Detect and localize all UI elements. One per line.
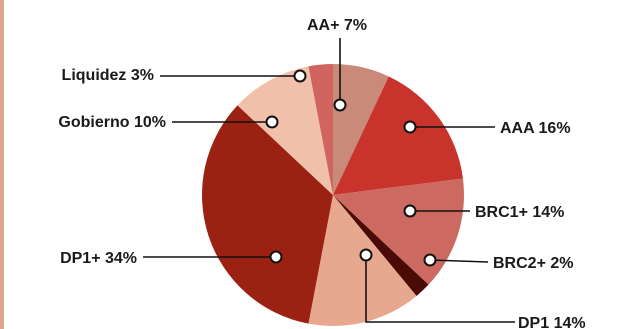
slice-label-gobierno: Gobierno 10% (58, 114, 166, 131)
leader-dot-aaa (403, 120, 417, 134)
leader-lines (143, 38, 515, 323)
leader-dot-brc1- (403, 204, 417, 218)
slice-label-brc1-: BRC1+ 14% (475, 204, 564, 221)
pie-slice-aaa (333, 76, 463, 195)
leader-dot-dp1- (269, 250, 283, 264)
pie-slice-aa- (333, 64, 389, 195)
slice-label-brc2-: BRC2+ 2% (493, 255, 573, 272)
pie-slice-dp1- (201, 105, 333, 324)
slice-labels: AA+ 7% AAA 16% BRC1+ 14% BRC2+ 2% DP1 14% DP1… (58, 17, 585, 329)
pie-slices (201, 64, 465, 327)
slice-label-liquidez: Liquidez 3% (62, 67, 154, 84)
leader-line-dp1 (365, 255, 515, 323)
leader-dot-brc2- (423, 253, 437, 267)
slice-label-dp1: DP1 14% (518, 315, 586, 329)
leader-dot-liquidez (293, 69, 307, 83)
leader-dot-dp1 (359, 248, 373, 262)
pie-slice-gobierno (237, 66, 333, 195)
pie-slice-liquidez (308, 64, 333, 195)
slice-label-aaa: AAA 16% (500, 120, 571, 137)
pie-slice-brc2- (333, 195, 429, 296)
leader-dot-aa- (333, 98, 347, 112)
slice-label-aa-: AA+ 7% (307, 17, 367, 34)
left-accent-rule (0, 0, 4, 329)
pie-slice-dp1 (308, 195, 417, 327)
leader-dot-gobierno (265, 115, 279, 129)
slice-label-dp1-: DP1+ 34% (60, 250, 137, 267)
leader-line-brc2- (429, 259, 489, 263)
